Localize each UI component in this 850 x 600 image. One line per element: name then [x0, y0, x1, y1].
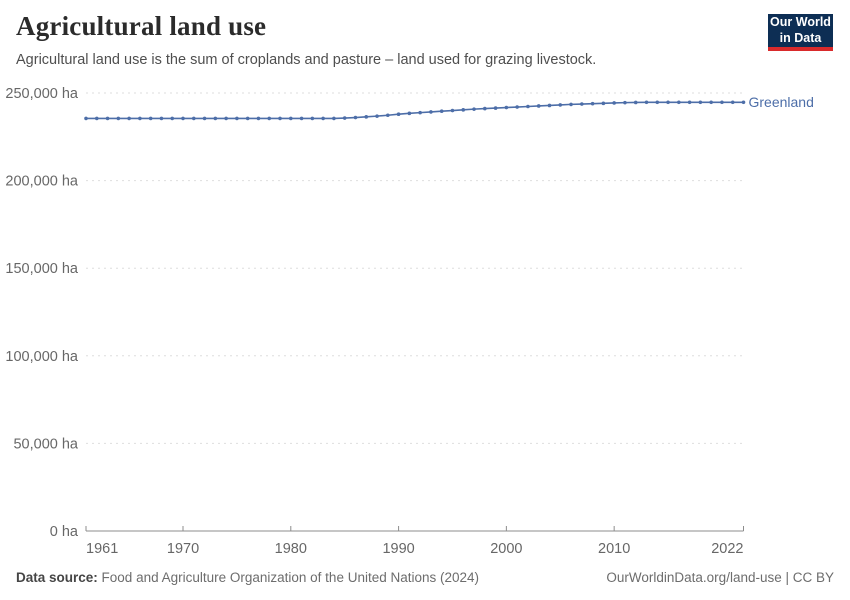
data-point[interactable]	[256, 116, 261, 121]
data-point[interactable]	[450, 108, 455, 113]
data-point[interactable]	[720, 100, 724, 105]
series-greenland[interactable]: Greenland	[84, 94, 814, 121]
owid-logo[interactable]: Our World in Data	[768, 14, 833, 51]
data-point[interactable]	[138, 116, 142, 121]
y-tick-label: 0 ha	[50, 524, 79, 540]
y-gridlines	[86, 92, 744, 444]
data-point[interactable]	[94, 116, 99, 121]
data-point[interactable]	[299, 116, 304, 121]
page-subtitle: Agricultural land use is the sum of crop…	[16, 52, 597, 68]
data-point[interactable]	[698, 100, 703, 105]
data-point[interactable]	[105, 116, 110, 121]
data-point[interactable]	[332, 116, 336, 121]
x-tick-label: 1970	[167, 541, 199, 557]
y-tick-label: 100,000 ha	[5, 349, 79, 365]
data-point[interactable]	[170, 116, 175, 121]
y-tick-label: 150,000 ha	[5, 261, 79, 277]
data-point[interactable]	[558, 103, 563, 107]
data-point[interactable]	[213, 116, 218, 121]
data-point[interactable]	[375, 114, 379, 118]
data-point[interactable]	[483, 106, 487, 111]
data-point[interactable]	[741, 100, 746, 105]
data-point[interactable]	[84, 116, 88, 121]
data-point[interactable]	[364, 115, 369, 119]
data-point[interactable]	[288, 116, 293, 121]
data-point[interactable]	[116, 116, 121, 121]
owid-logo-line1: Our World	[770, 14, 831, 29]
data-point[interactable]	[623, 100, 627, 105]
series-label[interactable]: Greenland	[749, 94, 814, 110]
data-point[interactable]	[601, 101, 606, 106]
data-point[interactable]	[580, 102, 584, 106]
data-point[interactable]	[396, 112, 401, 116]
y-axis-labels: 0 ha 50,000 ha 100,000 ha 150,000 ha 200,000…	[5, 86, 79, 540]
data-point[interactable]	[547, 103, 552, 108]
data-point[interactable]	[278, 116, 282, 121]
data-source-note: Data source: Food and Agriculture Organi…	[16, 570, 479, 585]
data-point[interactable]	[493, 106, 498, 110]
data-point[interactable]	[418, 110, 422, 115]
data-point[interactable]	[655, 100, 660, 105]
data-point[interactable]	[235, 116, 239, 121]
y-tick-label: 50,000 ha	[13, 436, 78, 452]
x-tick-label: 2000	[490, 541, 522, 557]
data-point[interactable]	[666, 100, 670, 105]
x-tick-label: 2010	[598, 541, 630, 557]
series-line[interactable]	[86, 101, 744, 120]
data-point[interactable]	[386, 113, 390, 118]
data-point[interactable]	[310, 116, 315, 121]
data-point[interactable]	[612, 101, 616, 105]
data-point[interactable]	[644, 100, 649, 105]
data-point[interactable]	[633, 100, 638, 105]
data-point[interactable]	[730, 100, 735, 105]
y-tick-label: 250,000 ha	[5, 86, 79, 102]
data-source-text: Food and Agriculture Organization of the…	[101, 570, 480, 585]
x-axis: 1961 1970 1980 1990 2000 2010 2022	[85, 526, 744, 557]
license-link[interactable]: OurWorldinData.org/land-use | CC BY	[606, 570, 834, 585]
data-point[interactable]	[127, 116, 131, 121]
x-tick-label: 1961	[86, 541, 118, 557]
x-tick-label: 1980	[275, 541, 307, 557]
data-point[interactable]	[267, 116, 272, 121]
data-point[interactable]	[202, 116, 207, 121]
data-point[interactable]	[687, 100, 692, 105]
data-point[interactable]	[569, 102, 573, 107]
data-point[interactable]	[709, 100, 713, 105]
owid-logo-line2: in Data	[779, 30, 822, 45]
data-point[interactable]	[181, 116, 185, 121]
data-point[interactable]	[439, 109, 444, 114]
data-point[interactable]	[353, 115, 358, 120]
data-source-label: Data source:	[16, 570, 98, 585]
y-tick-label: 200,000 ha	[5, 174, 79, 190]
data-point[interactable]	[504, 105, 509, 110]
data-point[interactable]	[461, 108, 466, 112]
data-point[interactable]	[536, 104, 541, 108]
data-point[interactable]	[526, 104, 530, 109]
x-tick-label: 1990	[382, 541, 414, 557]
x-tick-label: 2022	[711, 541, 743, 557]
data-point[interactable]	[429, 110, 433, 114]
data-point[interactable]	[321, 116, 325, 121]
data-point[interactable]	[224, 116, 228, 121]
data-point[interactable]	[407, 111, 412, 116]
data-point[interactable]	[590, 101, 595, 106]
data-point[interactable]	[677, 100, 681, 105]
data-point[interactable]	[148, 116, 153, 121]
data-point[interactable]	[472, 107, 476, 111]
data-point[interactable]	[515, 105, 519, 109]
page-title: Agricultural land use	[16, 11, 267, 41]
data-point[interactable]	[342, 116, 347, 120]
data-point[interactable]	[159, 116, 164, 121]
data-point[interactable]	[191, 116, 196, 121]
data-point[interactable]	[245, 116, 250, 121]
